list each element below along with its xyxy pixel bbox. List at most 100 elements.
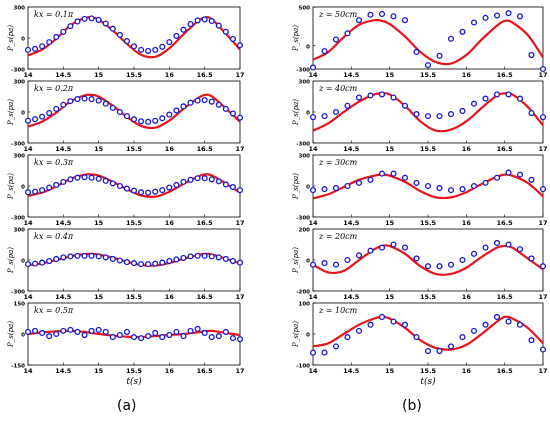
measurement-point-a5 bbox=[74, 328, 81, 335]
measurement-point-b1 bbox=[413, 48, 420, 55]
measurement-point-a4 bbox=[159, 259, 166, 266]
measurement-point-b4 bbox=[516, 246, 524, 253]
x-tick-label-b4: 16 bbox=[462, 293, 472, 301]
simulation-line-b1 bbox=[313, 18, 543, 66]
measurement-point-b1 bbox=[482, 14, 489, 21]
caption-panel-a: (a) bbox=[117, 398, 137, 414]
measurement-point-b5 bbox=[528, 337, 535, 344]
measurement-point-a5 bbox=[138, 335, 145, 342]
measurement-point-b3 bbox=[459, 186, 466, 193]
x-tick-label-b4: 15.5 bbox=[420, 293, 437, 301]
measurement-point-a3 bbox=[215, 178, 222, 185]
measurement-point-b1 bbox=[516, 13, 524, 20]
y-tick-label-b4: 0 bbox=[306, 259, 310, 265]
measurement-point-b2 bbox=[516, 95, 524, 102]
measurement-point-a5 bbox=[145, 333, 152, 340]
x-tick-label-a1: 15.5 bbox=[126, 71, 143, 79]
measurement-point-a2 bbox=[138, 118, 145, 125]
measurement-point-a4 bbox=[194, 252, 201, 259]
measurement-point-b5 bbox=[505, 318, 512, 325]
measurement-point-a1 bbox=[123, 38, 130, 45]
measurement-point-a5 bbox=[130, 334, 138, 341]
measurement-point-a4 bbox=[39, 259, 46, 266]
measurement-point-b2 bbox=[459, 107, 466, 115]
x-tick-label-b4: 17 bbox=[538, 293, 547, 301]
measurement-point-a5 bbox=[32, 327, 39, 334]
measurement-point-b4 bbox=[321, 260, 328, 267]
measurement-point-b1 bbox=[378, 10, 386, 18]
measurement-point-a1 bbox=[74, 18, 81, 25]
y-tick-label-b3: 300 bbox=[299, 154, 311, 160]
x-tick-label-a3: 16.5 bbox=[197, 219, 214, 227]
measurement-point-b1 bbox=[436, 52, 443, 59]
measurement-point-b2 bbox=[390, 94, 397, 101]
measurement-point-a2 bbox=[109, 104, 116, 111]
x-tick-label-a4: 15 bbox=[94, 293, 104, 301]
measurement-point-b4 bbox=[482, 244, 489, 251]
x-tick-label-b2: 16.5 bbox=[497, 145, 514, 153]
annotation-b4: z = 20cm bbox=[318, 232, 358, 241]
measurement-point-a1 bbox=[109, 25, 116, 32]
x-tick-label-a3: 15.5 bbox=[126, 219, 143, 227]
measurement-point-a5 bbox=[123, 328, 130, 335]
y-tick-label-a4: 300 bbox=[14, 228, 26, 234]
x-tick-label-b4: 14 bbox=[308, 293, 318, 301]
measurement-point-a3 bbox=[187, 176, 194, 183]
measurement-point-a1 bbox=[138, 46, 145, 53]
measurement-point-b5 bbox=[493, 313, 501, 321]
measurement-point-b4 bbox=[413, 255, 420, 262]
measurement-point-a2 bbox=[46, 109, 53, 117]
measurement-point-b5 bbox=[539, 346, 547, 353]
measurement-point-a5 bbox=[53, 330, 60, 338]
x-tick-label-a5: 16 bbox=[165, 367, 175, 375]
measurement-point-b4 bbox=[390, 241, 397, 248]
measurement-point-b5 bbox=[378, 313, 386, 321]
y-tick-label-b3: 0 bbox=[306, 185, 310, 191]
measurement-point-a3 bbox=[116, 182, 123, 190]
x-tick-label-b5: 16 bbox=[462, 367, 472, 375]
y-tick-label-b1: 0 bbox=[306, 44, 310, 50]
measurement-point-a2 bbox=[222, 105, 229, 112]
measurement-point-b3 bbox=[470, 182, 478, 190]
y-axis-label-a2: P_s(pa) bbox=[7, 99, 15, 126]
measurement-point-b4 bbox=[539, 263, 547, 270]
y-tick-label-b4: 200 bbox=[299, 228, 311, 234]
measurement-point-b5 bbox=[309, 349, 317, 356]
measurement-point-b1 bbox=[447, 35, 455, 42]
y-tick-label-a4: 0 bbox=[21, 259, 25, 265]
x-tick-label-b4: 15 bbox=[385, 293, 395, 301]
measurement-point-b2 bbox=[424, 113, 432, 120]
measurement-point-b2 bbox=[493, 91, 501, 98]
x-tick-label-a2: 16 bbox=[165, 145, 175, 153]
measurement-point-a2 bbox=[145, 118, 152, 125]
x-tick-label-b1: 16 bbox=[462, 71, 472, 79]
measurement-point-a1 bbox=[229, 35, 236, 43]
y-axis-label-b5: P_s(pa) bbox=[292, 321, 300, 348]
measurement-point-a1 bbox=[32, 45, 39, 52]
measurement-point-a2 bbox=[229, 110, 236, 117]
x-tick-label-a1: 15 bbox=[94, 71, 104, 79]
y-tick-label-b4: -200 bbox=[296, 290, 310, 296]
x-tick-label-b2: 16 bbox=[462, 145, 472, 153]
measurement-point-a1 bbox=[173, 32, 180, 39]
x-tick-label-a1: 14 bbox=[23, 71, 33, 79]
measurement-point-b2 bbox=[447, 111, 455, 118]
measurement-point-a3 bbox=[53, 181, 60, 189]
annotation-b3: z = 30cm bbox=[318, 158, 358, 167]
measurement-point-a5 bbox=[95, 326, 102, 333]
measurement-point-a2 bbox=[88, 96, 95, 103]
x-tick-label-b2: 17 bbox=[538, 145, 547, 153]
x-tick-label-a1: 16.5 bbox=[197, 71, 214, 79]
measurement-point-a2 bbox=[95, 97, 102, 104]
measurement-point-b1 bbox=[505, 10, 512, 17]
measurement-point-a1 bbox=[222, 28, 229, 35]
measurement-point-a3 bbox=[95, 175, 102, 182]
measurement-point-b1 bbox=[309, 64, 317, 71]
x-tick-label-b3: 16 bbox=[462, 219, 472, 227]
annotation-b2: z = 40cm bbox=[318, 84, 358, 93]
measurement-point-b2 bbox=[332, 108, 340, 116]
measurement-point-b2 bbox=[401, 102, 409, 109]
measurement-point-a1 bbox=[194, 17, 201, 24]
measurement-point-b2 bbox=[528, 109, 535, 117]
measurement-point-a5 bbox=[180, 333, 187, 340]
